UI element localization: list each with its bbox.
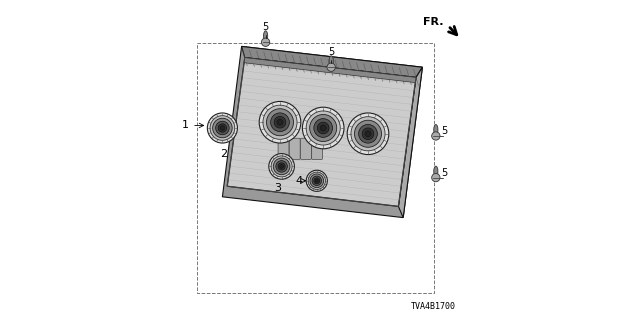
- Circle shape: [365, 131, 371, 137]
- Circle shape: [310, 115, 337, 141]
- Ellipse shape: [329, 56, 333, 66]
- Circle shape: [280, 164, 284, 168]
- FancyBboxPatch shape: [289, 138, 300, 159]
- Text: 5: 5: [262, 22, 269, 32]
- Circle shape: [310, 174, 324, 188]
- Circle shape: [431, 173, 440, 182]
- Circle shape: [262, 38, 270, 46]
- Ellipse shape: [434, 124, 438, 135]
- Polygon shape: [223, 46, 422, 218]
- Ellipse shape: [264, 31, 268, 41]
- Text: 5: 5: [328, 47, 334, 57]
- Circle shape: [307, 170, 328, 191]
- Circle shape: [314, 119, 333, 137]
- Circle shape: [216, 121, 229, 135]
- Circle shape: [212, 118, 232, 138]
- FancyBboxPatch shape: [301, 138, 312, 159]
- Circle shape: [314, 178, 320, 184]
- Circle shape: [271, 113, 289, 132]
- Circle shape: [306, 111, 340, 145]
- Text: 5: 5: [442, 168, 448, 178]
- Circle shape: [276, 161, 287, 172]
- Circle shape: [220, 126, 225, 130]
- Polygon shape: [244, 58, 416, 83]
- Circle shape: [312, 176, 321, 186]
- Circle shape: [277, 119, 283, 125]
- FancyBboxPatch shape: [312, 138, 323, 159]
- Circle shape: [263, 105, 297, 139]
- Polygon shape: [242, 46, 422, 77]
- Text: 3: 3: [274, 183, 281, 193]
- Circle shape: [317, 122, 329, 134]
- Circle shape: [274, 116, 286, 128]
- Polygon shape: [398, 67, 422, 218]
- Text: 2: 2: [220, 149, 228, 159]
- Text: 4: 4: [295, 176, 302, 186]
- FancyBboxPatch shape: [278, 138, 289, 159]
- Circle shape: [327, 63, 335, 71]
- Circle shape: [316, 179, 318, 182]
- Text: 1: 1: [182, 120, 189, 131]
- Circle shape: [355, 120, 381, 147]
- Circle shape: [207, 113, 237, 143]
- Circle shape: [431, 132, 440, 140]
- Ellipse shape: [434, 166, 438, 177]
- Circle shape: [210, 116, 235, 140]
- Circle shape: [266, 109, 294, 136]
- Circle shape: [302, 107, 344, 149]
- Circle shape: [362, 128, 374, 140]
- Text: 5: 5: [442, 126, 448, 136]
- Circle shape: [273, 158, 290, 175]
- Circle shape: [351, 117, 385, 151]
- Circle shape: [259, 101, 301, 143]
- Circle shape: [358, 124, 378, 143]
- Circle shape: [308, 172, 326, 189]
- Circle shape: [218, 124, 227, 132]
- Circle shape: [320, 125, 326, 131]
- Text: FR.: FR.: [422, 17, 443, 28]
- Text: TVA4B1700: TVA4B1700: [411, 302, 456, 311]
- Circle shape: [347, 113, 389, 155]
- Circle shape: [278, 163, 285, 170]
- Circle shape: [271, 156, 292, 177]
- Circle shape: [269, 154, 294, 179]
- Polygon shape: [227, 58, 416, 206]
